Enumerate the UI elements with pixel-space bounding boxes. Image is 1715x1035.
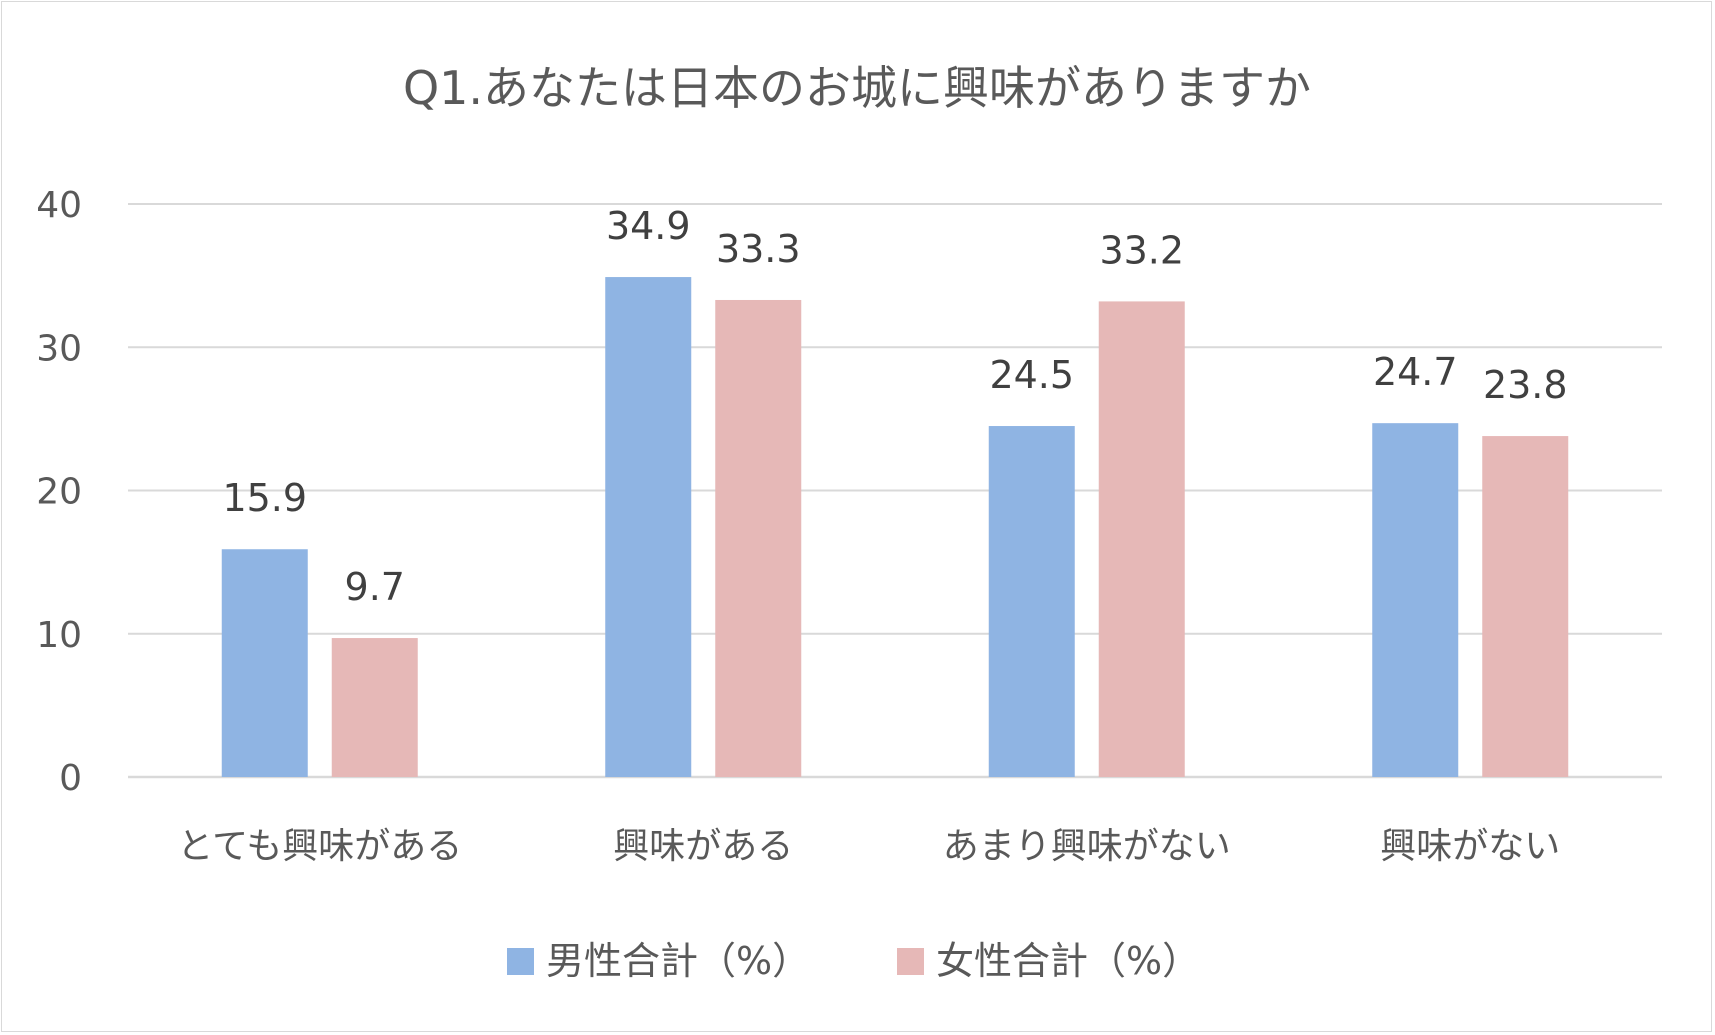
legend-label: 男性合計（%） xyxy=(546,939,810,983)
bar xyxy=(988,426,1075,777)
legend: 男性合計（%） 女性合計（%） xyxy=(507,939,1200,983)
bar xyxy=(1482,436,1569,777)
data-label: 24.5 xyxy=(989,353,1074,397)
category-label: 興味がある xyxy=(613,826,793,867)
category-labels: とても興味がある 興味がある あまり興味がない 興味がない xyxy=(177,826,1560,867)
legend-swatch xyxy=(507,948,534,975)
category-label: とても興味がある xyxy=(177,826,462,867)
y-tick-label: 30 xyxy=(36,328,82,369)
chart-title: Q1.あなたは日本のお城に興味がありますか xyxy=(403,61,1311,115)
data-label: 24.7 xyxy=(1373,350,1458,394)
bar xyxy=(221,549,308,777)
y-axis-ticks: 0 10 20 30 40 xyxy=(36,185,82,799)
y-tick-label: 0 xyxy=(59,758,82,799)
data-label: 9.7 xyxy=(345,565,405,609)
y-tick-label: 40 xyxy=(36,185,82,226)
bar xyxy=(1098,301,1185,777)
data-labels: 15.9 9.7 34.9 33.3 24.5 33.2 24.7 23.8 xyxy=(222,204,1567,609)
bar xyxy=(331,638,418,777)
bars xyxy=(221,277,1569,777)
bar xyxy=(715,299,802,777)
data-label: 34.9 xyxy=(606,204,691,248)
y-tick-label: 20 xyxy=(36,472,82,513)
bar xyxy=(605,277,692,777)
legend-swatch xyxy=(897,948,924,975)
bar xyxy=(1372,423,1459,777)
y-tick-label: 10 xyxy=(36,615,82,656)
category-label: 興味がない xyxy=(1380,826,1560,867)
data-label: 23.8 xyxy=(1483,363,1568,407)
data-label: 33.2 xyxy=(1099,228,1184,272)
legend-label: 女性合計（%） xyxy=(936,939,1200,983)
category-label: あまり興味がない xyxy=(943,826,1231,867)
data-label: 15.9 xyxy=(222,476,307,520)
data-label: 33.3 xyxy=(716,227,801,271)
